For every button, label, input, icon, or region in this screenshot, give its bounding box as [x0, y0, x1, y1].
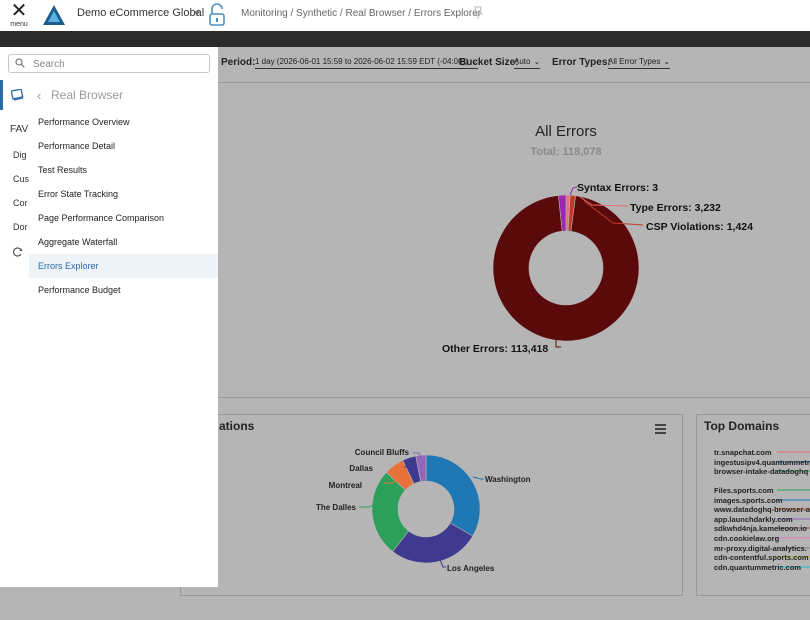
error-types-select[interactable]: All Error Types ⌄ [608, 57, 671, 69]
domain-label: cdn-contentful.sports.com [714, 553, 809, 562]
search-box[interactable] [8, 54, 210, 73]
connector-dallas [404, 463, 415, 468]
synthetic-icon [11, 89, 24, 101]
top-domains-panel: Top Domains tr.snapchat.com ingestusipv4.… [696, 414, 810, 596]
rail-item-dor[interactable]: Dor [13, 222, 28, 232]
connector-council-bluffs [413, 452, 422, 464]
nav-item-performance-detail[interactable]: Performance Detail [38, 141, 116, 151]
label-dallas: Dallas [349, 464, 373, 473]
label-montreal: Montreal [329, 481, 362, 490]
bucket-size-value: Auto [514, 57, 531, 66]
connector-los-angeles [435, 549, 446, 568]
label-council-bluffs: Council Bluffs [355, 448, 410, 457]
period-label: Period: [221, 57, 256, 68]
nav-item-aggregate-waterfall[interactable]: Aggregate Waterfall [38, 237, 118, 247]
chevron-down-icon: ⌄ [533, 57, 541, 66]
top-domains-title: Top Domains [704, 419, 779, 433]
logo-icon [43, 5, 65, 25]
chevron-down-icon[interactable]: ▼ [193, 9, 201, 18]
top-domains-chart: Top Domains tr.snapchat.comingestusipv4.… [704, 419, 810, 572]
menu-label: menu [10, 21, 28, 28]
error-types-value: All Error Types [608, 57, 661, 66]
filter-bar: Period: 1 day (2026-06-01 15:59 to 2026-… [218, 47, 810, 79]
connector-the-dalles [359, 502, 380, 508]
rail-item-cor[interactable]: Cor [13, 198, 28, 208]
domain-label: ingestusipv4.quantummetric [714, 458, 810, 467]
nav-item-performance-overview[interactable]: Performance Overview [38, 117, 130, 127]
label-type-errors: Type Errors: 3,232 [630, 202, 721, 214]
period-select[interactable]: 1 day (2026-06-01 15:59 to 2026-06-02 15… [255, 57, 478, 69]
donut-slices [492, 194, 640, 342]
chevron-down-icon: ⌄ [470, 57, 478, 66]
pin-icon[interactable] [473, 6, 483, 20]
slice-washington[interactable] [425, 454, 481, 537]
submenu-header: ‹ Real Browser [29, 80, 218, 110]
domain-label: tr.snapchat.com [714, 448, 772, 457]
nav-item-test-results[interactable]: Test Results [38, 165, 88, 175]
donut-slices [371, 454, 481, 564]
label-csp-violations: CSP Violations: 1,424 [646, 221, 753, 233]
chevron-left-icon[interactable]: ‹ [37, 88, 42, 103]
locations-chart: ations Washington Los Angeles The Dalles… [219, 419, 666, 573]
chart-title: All Errors [535, 123, 597, 140]
nav-item-errors-explorer[interactable]: Errors Explorer [29, 254, 218, 278]
top-bar: ✕ menu Demo eCommerce Global ▼ Monitorin… [0, 0, 810, 31]
close-icon: ✕ [10, 0, 28, 22]
rail-item-cus[interactable]: Cus [13, 174, 30, 184]
rail-item-favorites[interactable]: FAV [10, 124, 29, 135]
menu-button[interactable]: ✕ menu [6, 0, 32, 30]
domain-label: sdkwhd4nja.kameleoon.io [714, 524, 807, 533]
bucket-size-select[interactable]: Auto ⌄ [514, 57, 541, 69]
error-types-label: Error Types: [552, 57, 611, 68]
refresh-icon[interactable] [13, 247, 23, 257]
rail-item-dig[interactable]: Dig [13, 150, 27, 160]
all-errors-chart: All Errors Total: 118,078 Syntax Errors:… [442, 123, 753, 355]
domain-label: browser-intake-datadoghq [714, 467, 809, 476]
period-value: 1 day (2026-06-01 15:59 to 2026-06-02 15… [255, 57, 468, 66]
hamburger-menu-icon[interactable] [655, 424, 666, 434]
domain-label: images.sports.com [714, 496, 783, 505]
nav-item-page-performance-comparison[interactable]: Page Performance Comparison [38, 213, 165, 223]
connector-montreal [384, 469, 404, 484]
submenu-list: Performance Overview Performance Detail Te… [29, 110, 218, 302]
slice-other-errors[interactable] [492, 195, 640, 342]
rail-item-synthetic[interactable] [0, 80, 29, 110]
connector-syntax [569, 186, 578, 196]
account-name[interactable]: Demo eCommerce Global [77, 7, 205, 19]
connector-washington [472, 476, 484, 480]
domain-label: app.launchdarkly.com [714, 515, 793, 524]
domain-label: mr-proxy.digital-analytics. [714, 544, 807, 553]
nav-item-error-state-tracking[interactable]: Error State Tracking [38, 189, 119, 199]
toolbar-strip [0, 31, 810, 47]
domain-labels: tr.snapchat.comingestusipv4.quantummetri… [713, 448, 810, 572]
navigation-panel: FAV Dig Cus Cor Dor ‹ Real Browser Perfo… [0, 47, 218, 587]
submenu-title: Real Browser [51, 88, 124, 102]
bucket-size-label: Bucket Size: [459, 57, 519, 68]
label-other-errors: Other Errors: 113,418 [442, 343, 548, 355]
nav-rail: FAV Dig Cus Cor Dor [0, 80, 29, 620]
search-input[interactable] [31, 56, 205, 72]
chevron-down-icon: ⌄ [663, 57, 671, 66]
domain-label: cdn.quantummetric.com [714, 563, 801, 572]
label-los-angeles: Los Angeles [447, 564, 495, 573]
connector-type [579, 196, 629, 207]
connector-csp [583, 200, 644, 226]
all-errors-panel: All Errors Total: 118,078 Syntax Errors:… [218, 82, 810, 398]
label-washington: Washington [485, 475, 531, 484]
domain-label: cdn.cookielaw.org [714, 534, 780, 543]
label-syntax-errors: Syntax Errors: 3 [577, 182, 658, 194]
domain-label: www.datadoghq-browser-a [713, 505, 810, 514]
connector-other [555, 339, 561, 348]
nav-item-performance-budget[interactable]: Performance Budget [38, 285, 121, 295]
slice-los-angeles[interactable] [392, 522, 474, 564]
label-the-dalles: The Dalles [316, 503, 357, 512]
domain-label: Files.sports.com [714, 486, 774, 495]
chart-total: Total: 118,078 [530, 146, 601, 158]
lock-icon[interactable] [208, 3, 226, 27]
search-icon [15, 58, 25, 68]
locations-title: ations [219, 419, 255, 433]
breadcrumb: Monitoring / Synthetic / Real Browser / … [241, 8, 482, 19]
locations-panel: ations Washington Los Angeles The Dalles… [180, 414, 683, 596]
